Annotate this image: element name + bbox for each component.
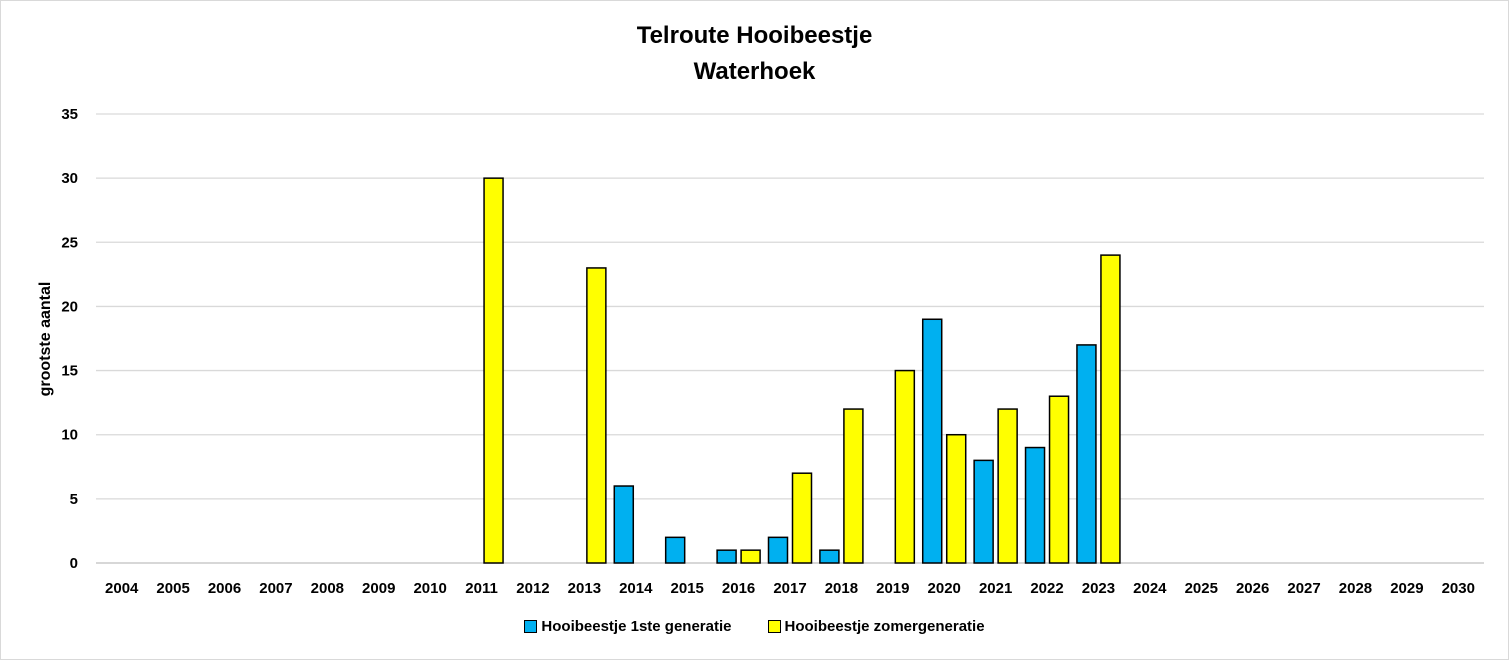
bar-zomergeneratie-2011 (483, 177, 504, 564)
chart-title: Telroute Hooibeestje (636, 22, 873, 49)
bar-zomergeneratie-2017 (791, 472, 813, 564)
bar-1ste-generatie-2016 (716, 549, 737, 564)
bar-1ste-generatie-2018 (819, 549, 840, 564)
x-tick-label: 2013 (568, 580, 601, 597)
legend: Hooibeestje 1ste generatie Hooibeestje z… (0, 618, 1509, 635)
x-tick-label: 2019 (876, 580, 909, 597)
x-tick-label: 2008 (311, 580, 344, 597)
x-tick-label: 2011 (465, 580, 498, 597)
y-tick-label: 5 (70, 491, 78, 508)
bar-zomergeneratie-2016 (740, 549, 761, 564)
x-tick-label: 2006 (208, 580, 241, 597)
y-tick-label: 25 (61, 234, 78, 251)
x-tick-label: 2021 (979, 580, 1012, 597)
x-tick-label: 2016 (722, 580, 755, 597)
x-tick-label: 2018 (825, 580, 858, 597)
legend-label-1ste-generatie: Hooibeestje 1ste generatie (541, 618, 732, 635)
x-tick-label: 2028 (1339, 580, 1372, 597)
x-tick-label: 2024 (1133, 580, 1167, 597)
bar-zomergeneratie-2020 (945, 433, 967, 564)
bar-zomergeneratie-2021 (997, 408, 1018, 564)
x-tick-label: 2010 (413, 580, 446, 597)
bar-zomergeneratie-2013 (586, 267, 607, 564)
y-tick-label: 35 (61, 106, 78, 123)
bar-zomergeneratie-2023 (1100, 254, 1121, 564)
x-tick-label: 2014 (619, 580, 653, 597)
gridlines (96, 113, 1484, 564)
x-tick-label: 2015 (670, 580, 703, 597)
x-tick-label: 2023 (1082, 580, 1115, 597)
x-tick-label: 2030 (1442, 580, 1475, 597)
bar-1ste-generatie-2014 (613, 485, 635, 564)
x-tick-label: 2027 (1287, 580, 1320, 597)
bar-zomergeneratie-2022 (1048, 395, 1070, 564)
x-tick-label: 2005 (156, 580, 189, 597)
bar-1ste-generatie-2023 (1076, 344, 1097, 564)
x-tick-label: 2025 (1185, 580, 1218, 597)
x-tick-label: 2007 (259, 580, 292, 597)
y-tick-label: 30 (61, 170, 78, 187)
x-tick-label: 2020 (928, 580, 961, 597)
legend-swatch-blue (524, 620, 538, 633)
x-tick-label: 2012 (516, 580, 549, 597)
bars (483, 177, 1121, 564)
bar-zomergeneratie-2018 (843, 408, 864, 564)
bar-1ste-generatie-2021 (973, 459, 994, 564)
bar-1ste-generatie-2017 (767, 536, 789, 564)
bar-1ste-generatie-2022 (1024, 446, 1046, 564)
y-axis-ticks: 0 5 10 15 20 25 30 35 (61, 106, 78, 572)
y-axis-label: grootste aantal (37, 282, 54, 397)
x-tick-label: 2009 (362, 580, 395, 597)
y-tick-label: 20 (61, 298, 78, 315)
bar-1ste-generatie-2015 (664, 536, 686, 564)
x-tick-label: 2017 (773, 580, 806, 597)
x-tick-label: 2029 (1390, 580, 1423, 597)
x-tick-label: 2004 (105, 580, 139, 597)
y-tick-label: 10 (61, 427, 78, 444)
y-tick-label: 15 (61, 363, 78, 380)
chart-subtitle: Waterhoek (693, 58, 816, 85)
x-axis-ticks: 2004 2005 2006 2007 2008 2009 2010 2011 2012 2013… (105, 580, 1475, 597)
x-tick-label: 2026 (1236, 580, 1269, 597)
y-tick-label: 0 (70, 555, 78, 572)
legend-swatch-yellow (767, 620, 781, 633)
bar-1ste-generatie-2020 (921, 318, 943, 564)
legend-item-zomergeneratie: Hooibeestje zomergeneratie (767, 618, 985, 635)
legend-item-1ste-generatie: Hooibeestje 1ste generatie (524, 618, 732, 635)
x-tick-label: 2022 (1030, 580, 1063, 597)
legend-label-zomergeneratie: Hooibeestje zomergeneratie (784, 618, 985, 635)
bar-zomergeneratie-2019 (894, 369, 916, 564)
